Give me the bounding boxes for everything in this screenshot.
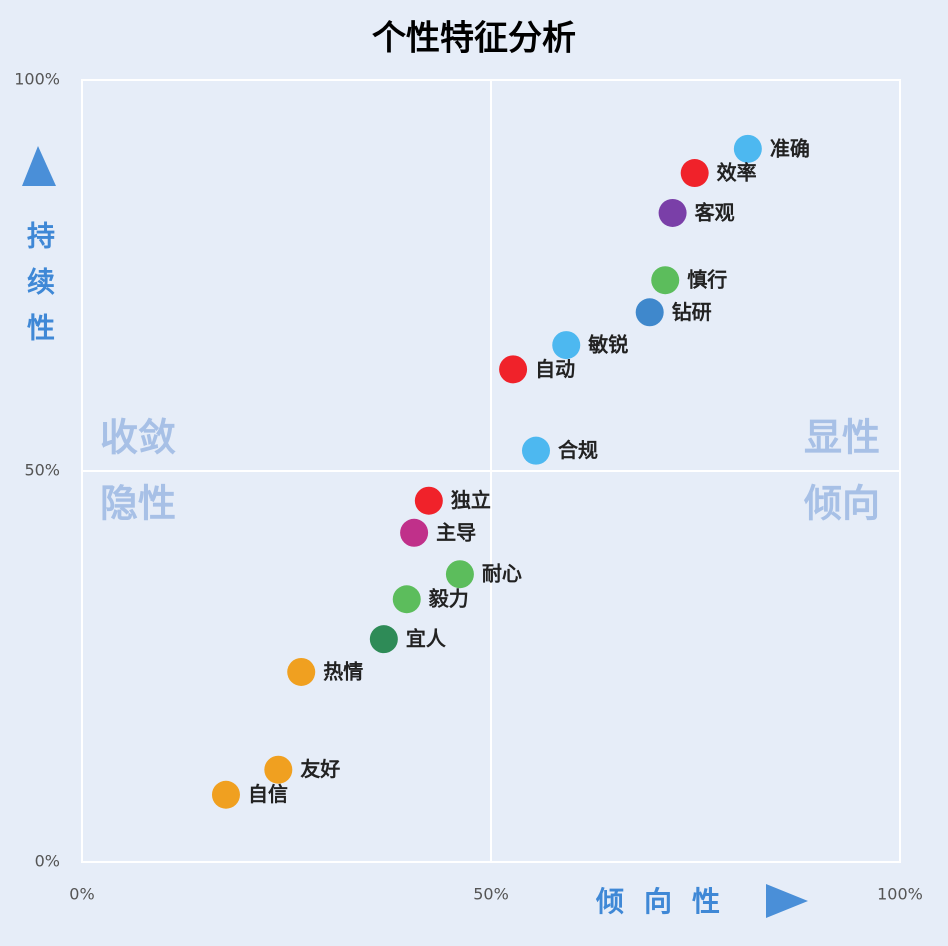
point (287, 657, 316, 686)
x-axis-label: 倾向性 (595, 885, 740, 918)
point (264, 755, 293, 784)
point-label: 效率 (717, 161, 757, 185)
point (733, 134, 762, 163)
quadrant-label: 隐性 (100, 482, 176, 526)
y-axis-label: 持续性 (23, 221, 56, 359)
point-label: 准确 (770, 136, 810, 160)
y-tick-label: 0% (35, 852, 60, 871)
point-label: 自动 (535, 357, 575, 381)
chart-title: 个性特征分析 (372, 19, 576, 59)
y-arrow (22, 146, 56, 186)
point-label: 主导 (436, 520, 476, 544)
quadrant-label: 收敛 (100, 416, 176, 460)
point (635, 298, 664, 327)
point (369, 625, 398, 654)
point (521, 436, 550, 465)
point (499, 355, 528, 384)
point-label: 钻研 (672, 300, 712, 324)
point-label: 合规 (558, 438, 598, 462)
point-label: 热情 (323, 659, 363, 683)
x-arrow (766, 884, 808, 918)
point-label: 友好 (300, 757, 340, 781)
quadrant-label: 倾向 (803, 482, 880, 526)
point-label: 宜人 (406, 627, 447, 651)
point-label: 独立 (451, 488, 491, 512)
x-tick-label: 0% (69, 885, 94, 904)
point (680, 159, 709, 188)
point-label: 客观 (694, 200, 735, 224)
x-tick-label: 50% (473, 885, 509, 904)
point-label: 慎行 (687, 268, 727, 292)
point-label: 敏锐 (587, 333, 628, 357)
point (651, 266, 680, 295)
quadrant-label: 显性 (804, 416, 880, 460)
point (552, 331, 581, 360)
point (400, 518, 429, 547)
y-tick-label: 100% (14, 70, 60, 89)
point (445, 560, 474, 589)
point (392, 585, 421, 614)
point-label: 自信 (248, 782, 288, 806)
y-tick-label: 50% (24, 461, 60, 480)
point (414, 486, 443, 515)
point (658, 198, 687, 227)
x-tick-label: 100% (877, 885, 923, 904)
point-label: 毅力 (428, 587, 469, 611)
point-label: 耐心 (482, 562, 522, 586)
point (211, 780, 240, 809)
